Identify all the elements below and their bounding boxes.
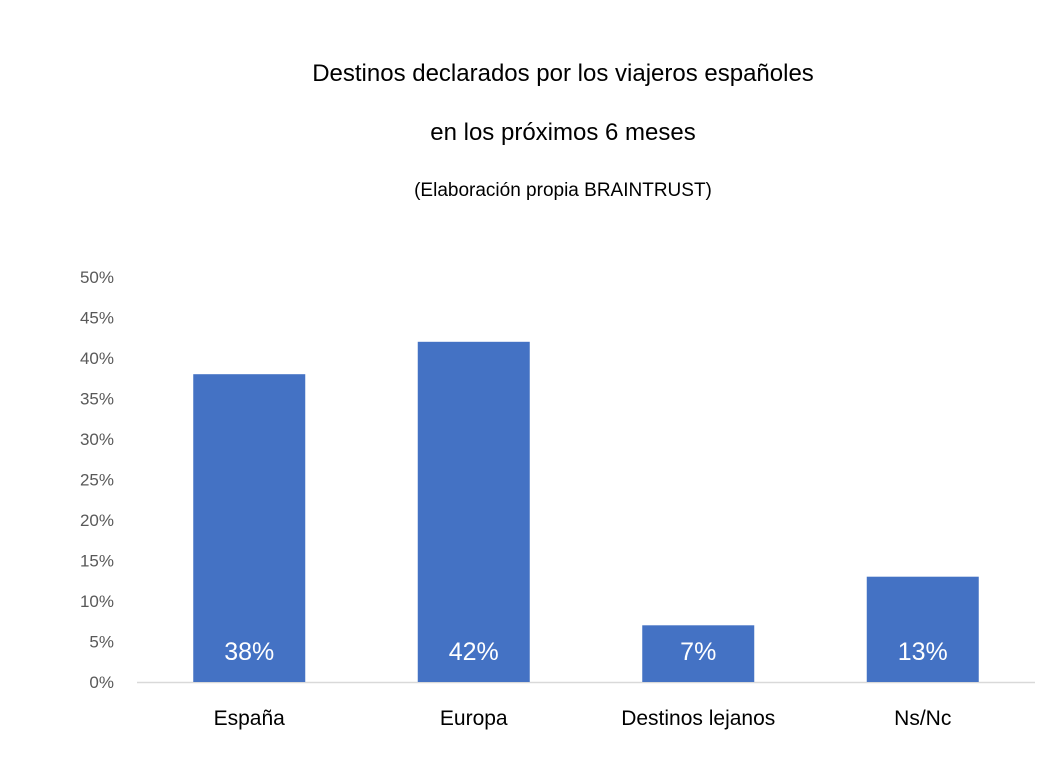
x-category-label: España: [214, 707, 286, 730]
y-tick-label: 5%: [89, 633, 114, 652]
x-category-label: Destinos lejanos: [621, 707, 775, 730]
bar-data-label: 38%: [224, 638, 274, 666]
y-tick-label: 10%: [80, 592, 114, 611]
y-tick-label: 30%: [80, 430, 114, 449]
chart-title-line-2: en los próximos 6 meses: [430, 119, 696, 146]
x-category-label: Europa: [440, 707, 508, 730]
y-axis-tick-labels: 0% 5% 10% 15% 20% 25% 30% 35% 40% 45% 50%: [80, 268, 114, 692]
y-tick-label: 50%: [80, 268, 114, 287]
bar-data-label: 7%: [680, 638, 716, 666]
bar: [642, 625, 755, 682]
bar: [417, 341, 530, 682]
bar: [866, 576, 979, 682]
chart-subtitle: (Elaboración propia BRAINTRUST): [414, 180, 712, 201]
y-tick-label: 0%: [89, 673, 114, 692]
bar-data-label: 13%: [898, 638, 948, 666]
x-axis-category-labels: España Europa Destinos lejanos Ns/Nc: [214, 707, 952, 730]
y-tick-label: 45%: [80, 309, 114, 328]
x-category-label: Ns/Nc: [894, 707, 951, 730]
bar: [193, 374, 306, 682]
bars-group: [193, 341, 979, 682]
y-tick-label: 35%: [80, 390, 114, 409]
bar-data-label: 42%: [449, 638, 499, 666]
y-tick-label: 25%: [80, 471, 114, 490]
y-tick-label: 15%: [80, 552, 114, 571]
y-tick-label: 40%: [80, 349, 114, 368]
y-tick-label: 20%: [80, 511, 114, 530]
data-labels-group: 38% 42% 7% 13%: [224, 638, 948, 666]
chart-title-line-1: Destinos declarados por los viajeros esp…: [312, 60, 814, 87]
